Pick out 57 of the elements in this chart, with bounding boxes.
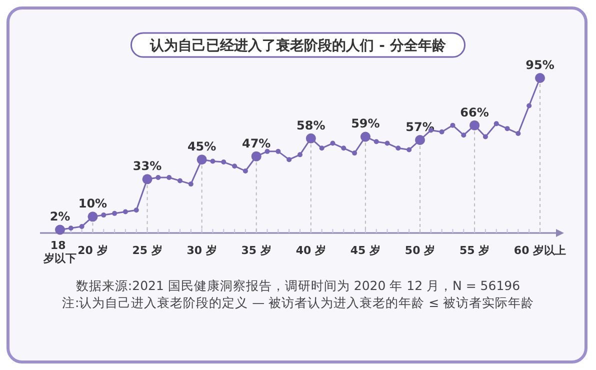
point <box>341 146 346 151</box>
x-tick-label: 25 岁 <box>132 244 162 257</box>
point <box>286 157 292 162</box>
point <box>276 148 281 154</box>
point <box>319 146 324 151</box>
data-label: 47% <box>242 136 271 150</box>
text: 注:认为自己进入衰老阶段的定义 — 被访者认为进入衰老的年龄 ≤ 被访者实际年龄 <box>62 295 534 310</box>
point <box>178 178 182 184</box>
point <box>101 212 106 218</box>
point <box>494 121 499 126</box>
point <box>188 182 194 187</box>
point <box>516 130 521 136</box>
x-tick-label: 60 岁以上 <box>514 244 566 257</box>
x-tick-label: 35 岁 <box>241 244 272 257</box>
point <box>352 150 358 156</box>
point <box>330 140 336 146</box>
point <box>264 148 270 154</box>
point <box>232 164 238 169</box>
data-label: 66% <box>460 105 489 120</box>
chart-title: 认为自己已经进入了衰老阶段的人们 - 分全年龄 <box>149 37 447 54</box>
data-label: 33% <box>132 159 162 174</box>
data-label: 2% <box>50 210 70 224</box>
point <box>298 152 302 158</box>
point <box>396 146 401 151</box>
data-label: 95% <box>526 58 554 72</box>
point <box>450 122 456 128</box>
point <box>526 103 532 108</box>
point <box>504 126 510 132</box>
x-tick-label: 45 岁 <box>350 244 381 257</box>
point <box>242 168 248 174</box>
x-tick-label: 18 岁以下 <box>42 239 76 265</box>
point <box>439 129 444 134</box>
point <box>68 226 74 231</box>
data-label: 58% <box>296 118 326 132</box>
x-tick-label: 55 岁 <box>459 244 490 257</box>
data-label: 59% <box>351 116 380 131</box>
point <box>384 140 390 146</box>
x-tick-label: 40 岁 <box>296 244 326 257</box>
x-tick-label: 30 岁 <box>186 244 217 257</box>
point <box>210 158 216 164</box>
point <box>112 210 118 216</box>
point <box>79 224 84 229</box>
point <box>406 147 412 152</box>
point <box>461 132 466 138</box>
data-label: 10% <box>78 196 108 211</box>
point <box>156 175 161 180</box>
point <box>374 139 379 144</box>
point <box>166 175 172 180</box>
source-note: 数据来源:2021 国民健康洞察报告，调研时间为 2020 年 12 月，N = 56196 <box>76 278 520 293</box>
point <box>482 134 488 140</box>
data-label: 45% <box>187 140 216 154</box>
point <box>122 209 128 214</box>
point <box>221 160 226 165</box>
point <box>134 208 139 213</box>
x-tick-label: 50 岁 <box>404 244 436 257</box>
x-tick-label: 20 岁 <box>78 244 108 257</box>
title: 认为自己已经进入了衰老阶段的人们 - 分全年龄 <box>130 32 466 58</box>
